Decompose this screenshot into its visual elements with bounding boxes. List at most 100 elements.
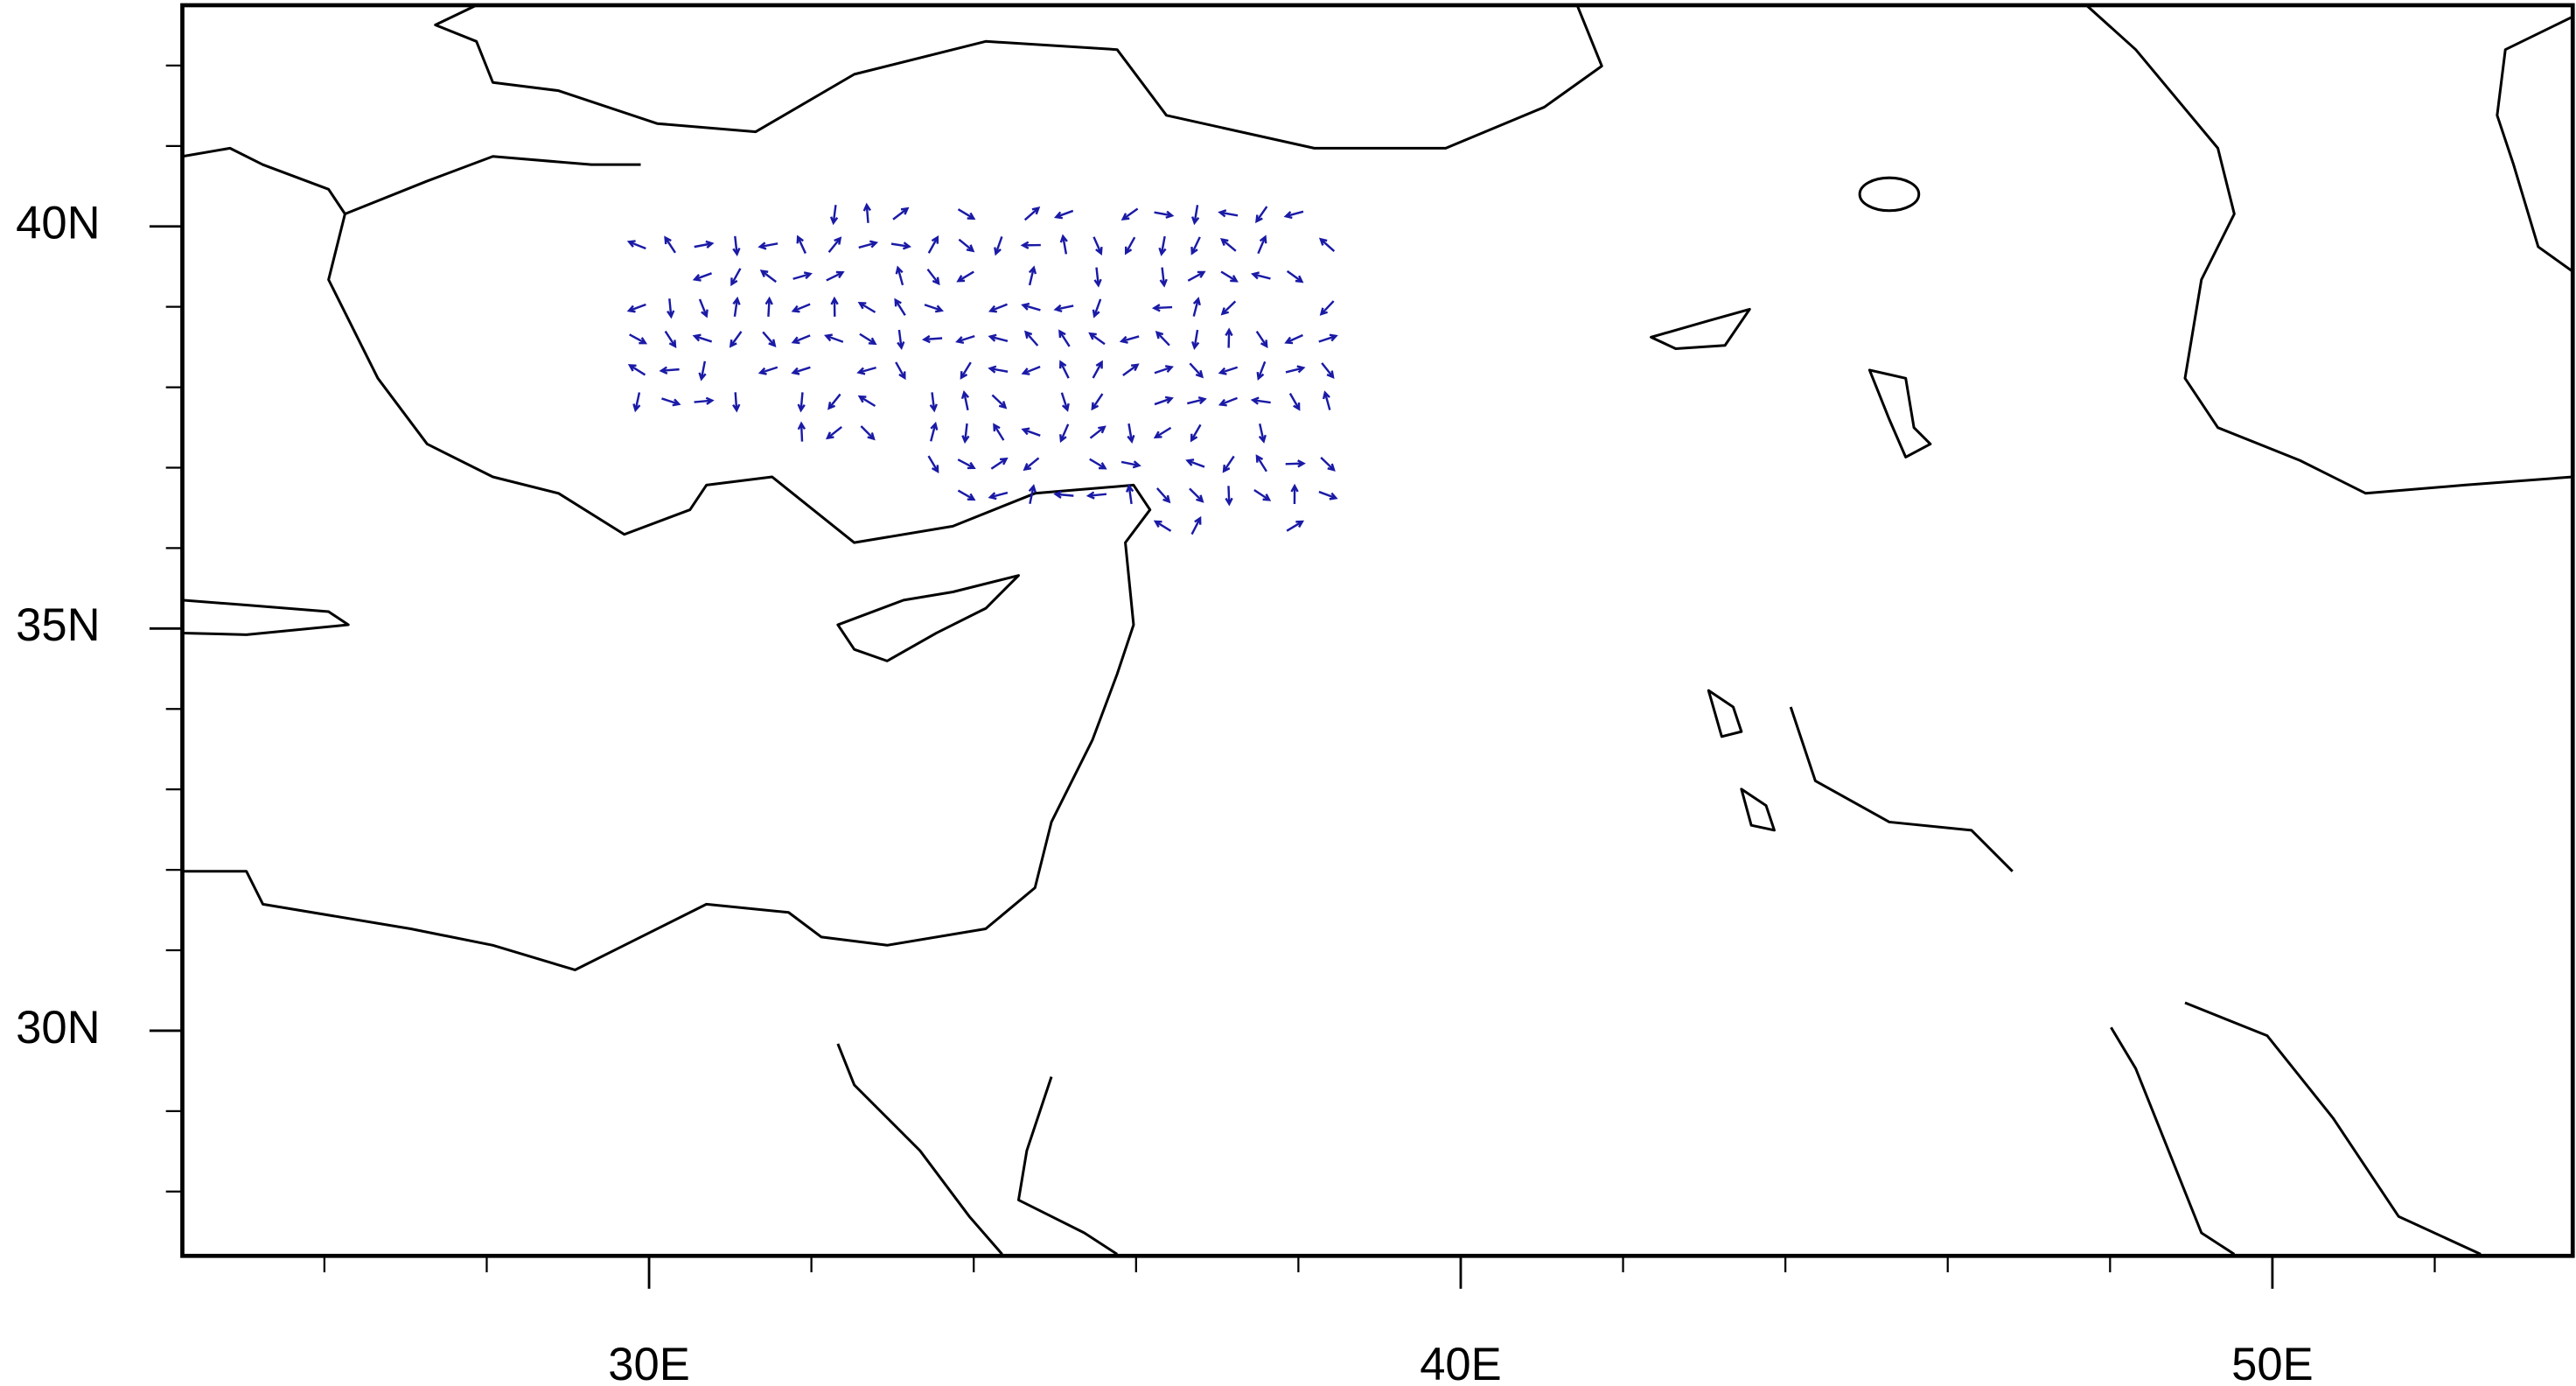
wind-arrow xyxy=(729,331,743,348)
wind-arrow xyxy=(1191,329,1200,350)
wind-arrow xyxy=(827,236,842,253)
wind-arrow xyxy=(1256,360,1267,381)
wind-arrow xyxy=(958,238,975,253)
wind-arrow xyxy=(1190,424,1202,443)
wind-arrow xyxy=(1320,456,1336,472)
wind-arrow xyxy=(661,397,681,407)
crete xyxy=(180,598,350,636)
wind-arrow xyxy=(929,392,938,413)
wind-arrow xyxy=(926,268,940,286)
wind-arrow xyxy=(988,333,1009,342)
wind-arrow xyxy=(1089,425,1106,439)
coastline xyxy=(2110,1026,2236,1256)
wind-arrow xyxy=(629,333,648,345)
wind-arrow xyxy=(1093,267,1102,288)
wind-arrow xyxy=(1192,297,1201,317)
wind-arrow xyxy=(757,242,778,250)
wind-arrow xyxy=(1120,460,1141,469)
coastline xyxy=(2184,1001,2482,1256)
wind-arrow xyxy=(791,366,811,375)
wind-arrow xyxy=(859,332,877,346)
wind-arrow xyxy=(1158,235,1167,256)
wind-arrow xyxy=(895,265,904,286)
wind-arrow xyxy=(1059,234,1068,255)
wind-arrow xyxy=(988,365,1009,374)
wind-arrow xyxy=(796,234,807,255)
wind-arrow xyxy=(830,296,839,317)
wind-arrow xyxy=(892,206,910,220)
wind-arrow xyxy=(856,366,876,375)
coastline xyxy=(1789,706,2014,872)
coastline xyxy=(182,146,641,216)
wind-arrow xyxy=(1053,304,1074,313)
wind-arrow xyxy=(1088,332,1106,346)
wind-arrow xyxy=(797,392,806,413)
wind-arrow xyxy=(1189,487,1204,503)
wind-arrow xyxy=(829,205,839,226)
wind-arrow xyxy=(1220,270,1239,283)
wind-arrow xyxy=(1189,362,1204,379)
wind-arrow xyxy=(762,331,777,347)
wind-arrow xyxy=(692,333,713,343)
wind-arrow xyxy=(1318,237,1336,252)
wind-arrow xyxy=(1190,515,1202,536)
wind-arrow xyxy=(1225,327,1233,348)
wind-arrow xyxy=(1119,335,1140,344)
wind-arrow xyxy=(960,390,970,410)
coastline xyxy=(2085,4,2573,495)
wind-arrow xyxy=(1319,300,1335,316)
wind-arrow xyxy=(1187,270,1206,282)
y-tick-label: 35N xyxy=(16,599,100,651)
wind-arrow xyxy=(957,489,976,501)
wind-arrow xyxy=(1318,333,1338,343)
wind-arrow xyxy=(957,208,976,220)
wind-arrow xyxy=(730,268,742,287)
lake xyxy=(1650,307,1751,351)
wind-arrow xyxy=(927,455,939,474)
wind-vectors xyxy=(626,202,1338,536)
wind-arrow xyxy=(732,296,741,317)
lake xyxy=(1867,368,1932,458)
wind-arrow xyxy=(1186,396,1207,405)
wind-arrow xyxy=(826,270,845,282)
wind-arrow xyxy=(988,491,1009,500)
wind-arrow xyxy=(1053,490,1074,499)
wind-arrow xyxy=(991,394,1008,410)
wind-arrow xyxy=(921,334,943,344)
wind-arrow xyxy=(1318,490,1338,500)
wind-arrow xyxy=(1250,396,1271,405)
wind-arrow xyxy=(988,303,1008,313)
wind-arrow xyxy=(1220,300,1237,316)
wind-arrow xyxy=(823,333,844,343)
wind-arrow xyxy=(1218,396,1238,407)
wind-arrow xyxy=(1028,265,1037,286)
wind-arrow xyxy=(1122,363,1140,376)
wind-arrow xyxy=(759,270,777,284)
wind-arrow xyxy=(659,366,680,374)
wind-arrow xyxy=(827,393,841,410)
wind-arrow xyxy=(694,240,715,248)
wind-arrow xyxy=(1053,209,1074,220)
wind-arrow xyxy=(1284,333,1303,345)
wind-arrow xyxy=(897,329,905,351)
wind-arrow xyxy=(1059,424,1070,444)
wind-arrow xyxy=(890,242,911,250)
wind-arrow xyxy=(1283,210,1304,220)
wind-arrow xyxy=(1091,393,1104,411)
wind-arrow xyxy=(764,296,773,317)
wind-arrow xyxy=(1028,484,1037,505)
wind-arrow xyxy=(732,235,741,256)
wind-arrow xyxy=(1255,454,1267,472)
wind-arrow xyxy=(857,395,876,408)
wind-arrow xyxy=(626,240,646,250)
wind-arrow xyxy=(692,272,712,282)
wind-arrow xyxy=(1219,237,1237,252)
wind-arrow xyxy=(930,421,939,442)
wind-arrow xyxy=(1086,491,1107,500)
wind-arrow xyxy=(1285,365,1306,374)
wind-arrow xyxy=(956,270,974,283)
wind-arrow xyxy=(1286,270,1304,284)
coastline xyxy=(836,1043,1003,1256)
